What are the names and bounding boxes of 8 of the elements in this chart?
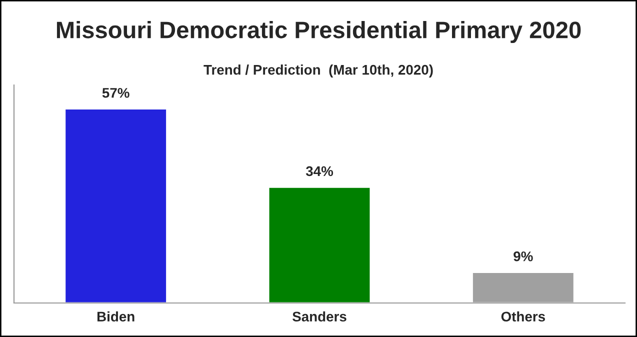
x-tick-label: Others (501, 311, 545, 322)
data-label: 57% (102, 88, 130, 98)
data-label: 9% (514, 251, 533, 262)
chart-title: Missouri Democratic Presidential Primary 2020 (56, 20, 581, 44)
chart-subtitle: Trend / Prediction (Mar 10th, 2020) (204, 64, 433, 78)
x-tick-label: Sanders (292, 311, 346, 322)
x-tick-label: Biden (97, 311, 134, 322)
data-label: 34% (306, 166, 334, 176)
